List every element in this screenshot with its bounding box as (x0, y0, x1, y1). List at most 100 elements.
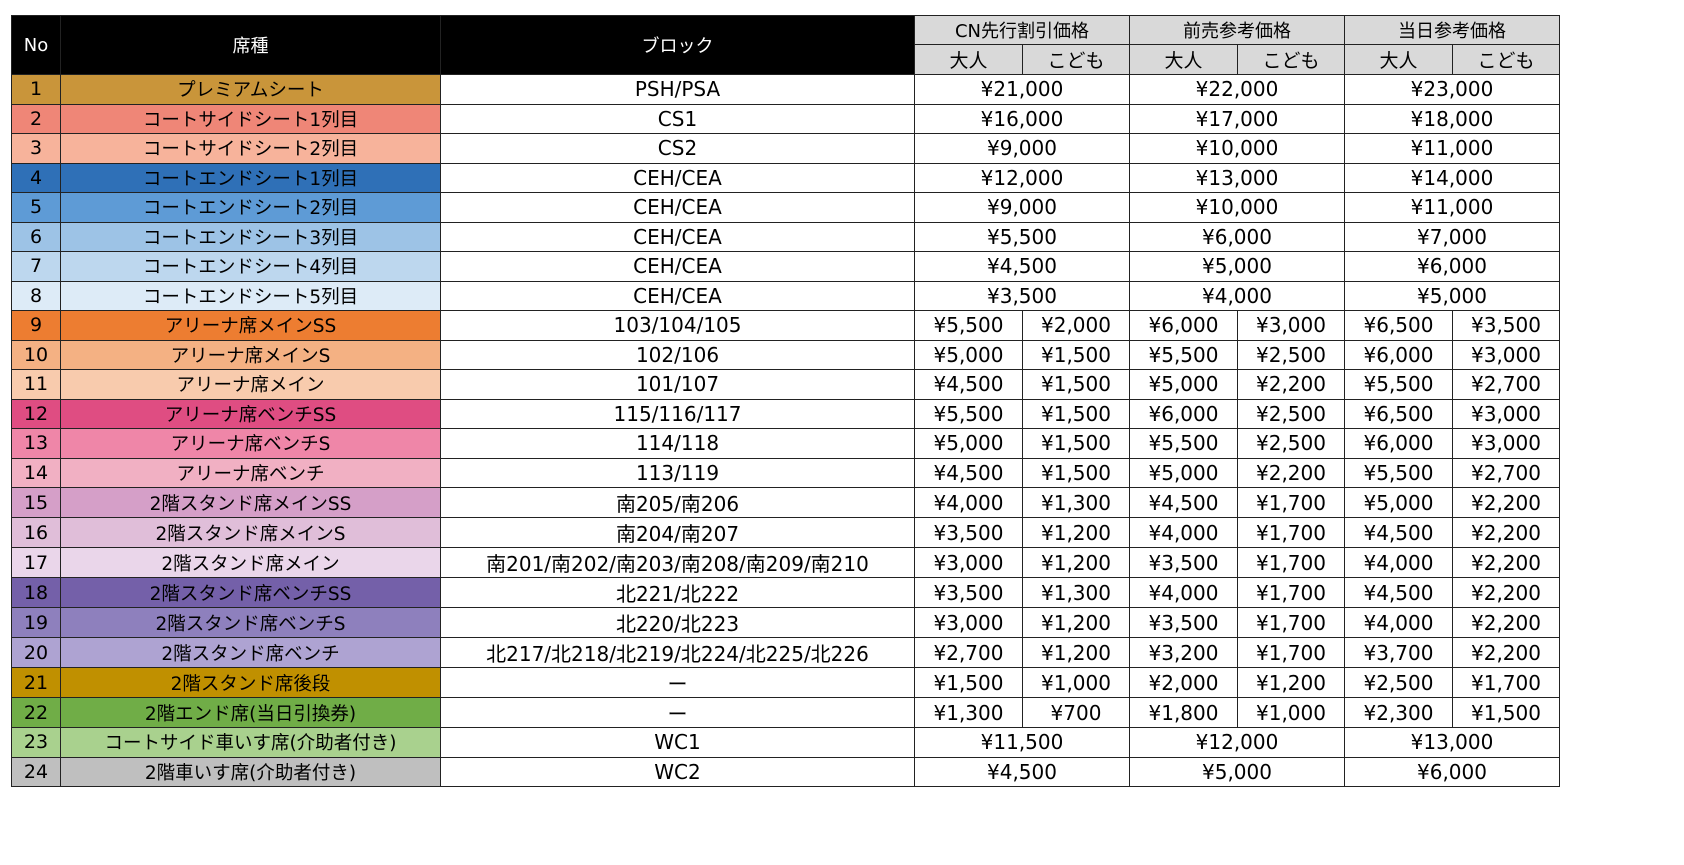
day-price-cell: ¥5,000 (1344, 280, 1560, 311)
block-cell: 北221/北222 (440, 577, 915, 608)
block-cell: 北217/北218/北219/北224/北225/北226 (440, 637, 915, 668)
table-row: 6 コートエンドシート3列目 CEH/CEA ¥5,500 ¥6,000 ¥7,000 (11, 221, 1560, 252)
row-number: 13 (11, 428, 61, 459)
advance-adult-price-cell: ¥3,200 (1129, 637, 1238, 668)
day-child-price-cell: ¥3,000 (1452, 398, 1560, 429)
cn-presale-price-cell: ¥3,500 (914, 280, 1130, 311)
table-row: 12 アリーナ席ベンチSS 115/116/117 ¥5,500 ¥1,500 ¥6,00… (11, 398, 1560, 429)
seat-type-cell: 2階スタンド席ベンチ (60, 637, 441, 668)
cn-presale-price-cell: ¥9,000 (914, 192, 1130, 223)
advance-adult-price-cell: ¥3,500 (1129, 607, 1238, 638)
cn-presale-child-price-cell: ¥700 (1022, 697, 1130, 728)
seat-type-cell: 2階車いす席(介助者付き) (60, 756, 441, 787)
block-cell: WC1 (440, 727, 915, 758)
advance-price-cell: ¥5,000 (1129, 756, 1345, 787)
advance-child-price-cell: ¥1,700 (1237, 607, 1345, 638)
day-price-cell: ¥7,000 (1344, 221, 1560, 252)
day-child-price-cell: ¥3,500 (1452, 310, 1560, 341)
advance-adult-price-cell: ¥5,500 (1129, 339, 1238, 370)
advance-child-price-cell: ¥1,700 (1237, 637, 1345, 668)
advance-adult-price-cell: ¥5,500 (1129, 428, 1238, 459)
row-number: 5 (11, 192, 61, 223)
day-child-price-cell: ¥2,200 (1452, 547, 1560, 578)
table-row: 19 2階スタンド席ベンチS 北220/北223 ¥3,000 ¥1,200 ¥3,500… (11, 607, 1560, 638)
header-advance-adult: 大人 (1129, 44, 1238, 75)
block-cell: CEH/CEA (440, 251, 915, 282)
day-adult-price-cell: ¥6,500 (1344, 310, 1453, 341)
table-row: 24 2階車いす席(介助者付き) WC2 ¥4,500 ¥5,000 ¥6,000 (11, 756, 1560, 787)
header-advance-price: 前売参考価格 (1129, 15, 1345, 45)
seat-type-cell: コートエンドシート4列目 (60, 251, 441, 282)
seat-type-cell: アリーナ席ベンチSS (60, 398, 441, 429)
table-row: 18 2階スタンド席ベンチSS 北221/北222 ¥3,500 ¥1,300 ¥4,00… (11, 577, 1560, 608)
header-cn-adult: 大人 (914, 44, 1023, 75)
advance-price-cell: ¥17,000 (1129, 103, 1345, 134)
advance-adult-price-cell: ¥6,000 (1129, 310, 1238, 341)
advance-price-cell: ¥10,000 (1129, 192, 1345, 223)
advance-child-price-cell: ¥1,700 (1237, 517, 1345, 548)
day-child-price-cell: ¥3,000 (1452, 428, 1560, 459)
table-row: 23 コートサイド車いす席(介助者付き) WC1 ¥11,500 ¥12,000 ¥13,… (11, 727, 1560, 758)
day-adult-price-cell: ¥5,500 (1344, 457, 1453, 488)
cn-presale-child-price-cell: ¥1,300 (1022, 487, 1130, 518)
seat-type-cell: アリーナ席メインSS (60, 310, 441, 341)
cn-presale-adult-price-cell: ¥3,500 (914, 517, 1023, 548)
day-adult-price-cell: ¥6,500 (1344, 398, 1453, 429)
day-child-price-cell: ¥2,200 (1452, 517, 1560, 548)
day-child-price-cell: ¥1,500 (1452, 697, 1560, 728)
cn-presale-child-price-cell: ¥2,000 (1022, 310, 1130, 341)
table-body: 1 プレミアムシート PSH/PSA ¥21,000 ¥22,000 ¥23,000 2 コー… (11, 74, 1560, 787)
header-day-price: 当日参考価格 (1344, 15, 1560, 45)
day-price-cell: ¥14,000 (1344, 162, 1560, 193)
table-row: 1 プレミアムシート PSH/PSA ¥21,000 ¥22,000 ¥23,000 (11, 74, 1560, 105)
header-day-child: こども (1452, 44, 1560, 75)
cn-presale-price-cell: ¥16,000 (914, 103, 1130, 134)
seat-type-cell: プレミアムシート (60, 74, 441, 105)
day-price-cell: ¥6,000 (1344, 251, 1560, 282)
advance-child-price-cell: ¥1,700 (1237, 577, 1345, 608)
seat-type-cell: 2階エンド席(当日引換券) (60, 697, 441, 728)
block-cell: CS2 (440, 133, 915, 164)
advance-adult-price-cell: ¥4,000 (1129, 577, 1238, 608)
table-row: 15 2階スタンド席メインSS 南205/南206 ¥4,000 ¥1,300 ¥4,50… (11, 487, 1560, 518)
header-advance-child: こども (1237, 44, 1345, 75)
block-cell: CEH/CEA (440, 280, 915, 311)
cn-presale-child-price-cell: ¥1,500 (1022, 428, 1130, 459)
cn-presale-child-price-cell: ¥1,500 (1022, 339, 1130, 370)
seat-type-cell: コートサイドシート1列目 (60, 103, 441, 134)
row-number: 16 (11, 517, 61, 548)
block-cell: CEH/CEA (440, 221, 915, 252)
seat-type-cell: コートサイドシート2列目 (60, 133, 441, 164)
block-cell: 103/104/105 (440, 310, 915, 341)
cn-presale-adult-price-cell: ¥3,000 (914, 547, 1023, 578)
block-cell: 南201/南202/南203/南208/南209/南210 (440, 547, 915, 578)
header-cn-child: こども (1022, 44, 1130, 75)
row-number: 19 (11, 607, 61, 638)
cn-presale-adult-price-cell: ¥3,000 (914, 607, 1023, 638)
table-row: 14 アリーナ席ベンチ 113/119 ¥4,500 ¥1,500 ¥5,000 ¥2,20… (11, 457, 1560, 488)
advance-price-cell: ¥12,000 (1129, 727, 1345, 758)
advance-price-cell: ¥6,000 (1129, 221, 1345, 252)
seat-type-cell: 2階スタンド席ベンチS (60, 607, 441, 638)
block-cell: PSH/PSA (440, 74, 915, 105)
day-child-price-cell: ¥2,200 (1452, 637, 1560, 668)
cn-presale-price-cell: ¥4,500 (914, 756, 1130, 787)
table-row: 10 アリーナ席メインS 102/106 ¥5,000 ¥1,500 ¥5,500 ¥2,5… (11, 339, 1560, 370)
seat-type-cell: 2階スタンド席ベンチSS (60, 577, 441, 608)
price-table: No 席種 ブロック CN先行割引価格 前売参考価格 当日参考価格 大人 こども… (11, 15, 1560, 787)
cn-presale-child-price-cell: ¥1,200 (1022, 517, 1130, 548)
table-row: 11 アリーナ席メイン 101/107 ¥4,500 ¥1,500 ¥5,000 ¥2,20… (11, 369, 1560, 400)
table-row: 3 コートサイドシート2列目 CS2 ¥9,000 ¥10,000 ¥11,000 (11, 133, 1560, 164)
cn-presale-price-cell: ¥12,000 (914, 162, 1130, 193)
day-price-cell: ¥18,000 (1344, 103, 1560, 134)
row-number: 1 (11, 74, 61, 105)
table-row: 8 コートエンドシート5列目 CEH/CEA ¥3,500 ¥4,000 ¥5,000 (11, 280, 1560, 311)
advance-child-price-cell: ¥2,500 (1237, 339, 1345, 370)
row-number: 12 (11, 398, 61, 429)
cn-presale-child-price-cell: ¥1,500 (1022, 457, 1130, 488)
advance-price-cell: ¥10,000 (1129, 133, 1345, 164)
block-cell: 北220/北223 (440, 607, 915, 638)
cn-presale-adult-price-cell: ¥5,000 (914, 339, 1023, 370)
block-cell: 南204/南207 (440, 517, 915, 548)
block-cell: 113/119 (440, 457, 915, 488)
